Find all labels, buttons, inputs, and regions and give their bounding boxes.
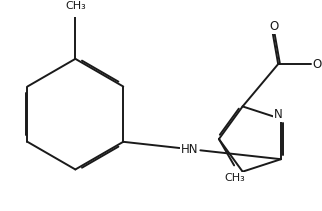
Text: O: O xyxy=(312,58,321,70)
Text: CH₃: CH₃ xyxy=(225,173,246,183)
Text: O: O xyxy=(270,20,279,33)
Text: CH₃: CH₃ xyxy=(65,1,86,11)
Text: S: S xyxy=(238,172,245,185)
Text: HN: HN xyxy=(181,143,198,156)
Text: N: N xyxy=(274,108,283,121)
